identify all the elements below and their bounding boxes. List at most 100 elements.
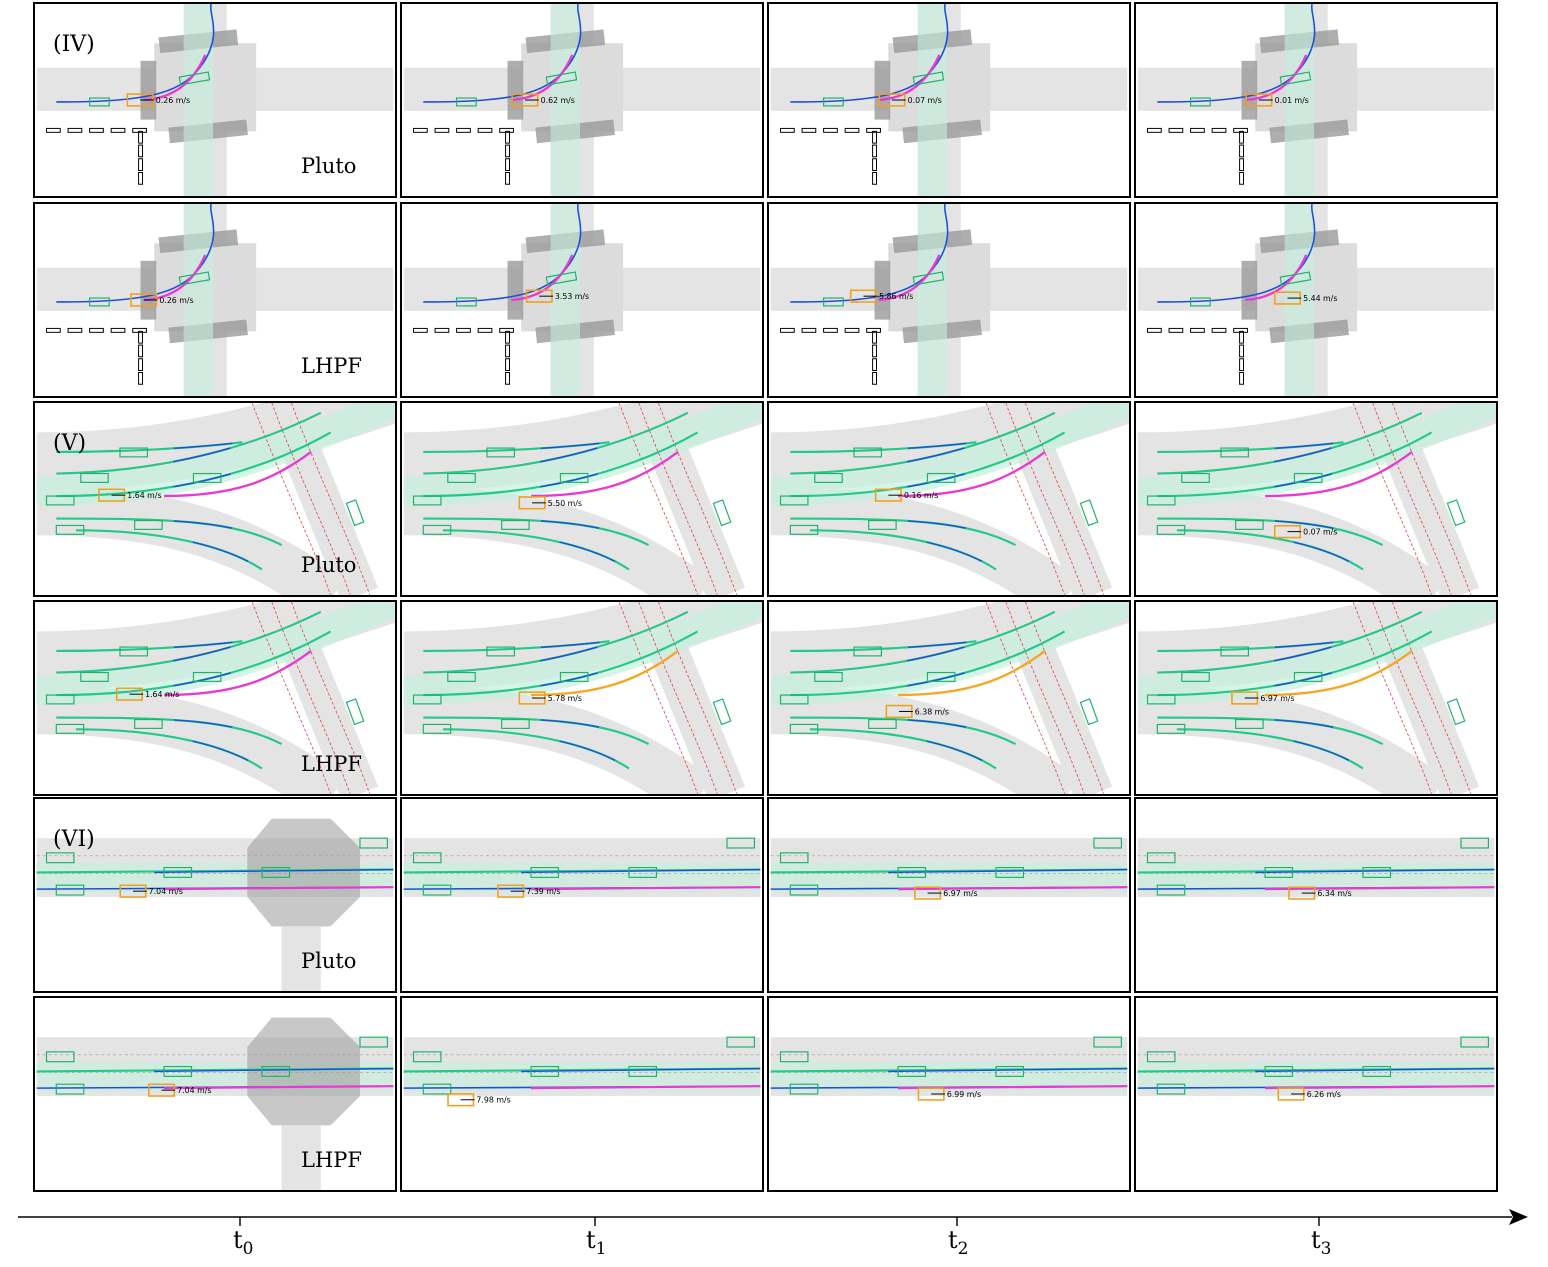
drivable-corridor (403, 403, 762, 506)
agent-box (628, 866, 658, 878)
static-obstacle (1211, 127, 1227, 133)
ego-speed-label: 0.07 m/s (908, 96, 942, 105)
agent-box (80, 472, 109, 483)
agent-box (1220, 447, 1249, 458)
agent-box (486, 646, 515, 657)
agent-box (853, 447, 882, 458)
drivable-corridor (770, 403, 1129, 506)
prediction-trajectory-tail (521, 868, 761, 874)
static-obstacle (801, 327, 817, 333)
drivable-corridor (1284, 204, 1315, 396)
road (1137, 486, 1447, 595)
agent-box (1460, 1036, 1489, 1048)
agent-box (853, 646, 882, 657)
scene-map: 5.44 m/s (1137, 204, 1495, 396)
agent-box (1264, 1065, 1294, 1077)
agent-box (134, 519, 163, 530)
tick-label-t1: t1 (586, 1226, 607, 1259)
scene-map: 1.64 m/s (36, 403, 395, 595)
static-obstacle (505, 358, 510, 372)
scene-map: 7.98 m/s (403, 1036, 761, 1107)
static-obstacle (844, 327, 860, 333)
planned-trajectory (1265, 650, 1413, 697)
agent-box (359, 1036, 388, 1048)
agent-box (119, 646, 148, 657)
agent-box (779, 1051, 809, 1063)
agent-box (1156, 524, 1186, 535)
prediction-trajectory-tail (790, 517, 1016, 546)
prediction-trajectory-tail (423, 716, 649, 745)
scene-panel-r4-c2: 6.97 m/s (767, 797, 1131, 993)
scene-panel-r1-c2: 5.86 m/s (767, 202, 1131, 398)
agent-box (1079, 499, 1099, 527)
road (1137, 685, 1447, 794)
ego-speed-label: 0.62 m/s (541, 96, 575, 105)
agent-box (628, 1065, 658, 1077)
drivable-corridor (550, 4, 581, 196)
scene-panel-r3-c0: 1.64 m/s LHPF (33, 600, 397, 796)
scene-panel-r5-c1: 7.98 m/s (400, 996, 764, 1192)
planned-trajectory (1265, 886, 1495, 891)
scene-map: 7.39 m/s (403, 837, 761, 898)
prediction-trajectory-tail (790, 640, 977, 652)
static-obstacle (1233, 327, 1248, 333)
agent-box (545, 71, 578, 86)
prediction-trajectory-tail (56, 412, 322, 475)
agent-box (163, 1065, 193, 1077)
crosswalk (140, 260, 157, 320)
scene-panel-r5-c0: 7.04 m/s LHPF (33, 996, 397, 1192)
planned-trajectory (144, 254, 207, 302)
agent-box (1362, 866, 1392, 878)
static-obstacle (499, 127, 514, 133)
agent-box (447, 671, 476, 682)
static-obstacle (46, 327, 61, 333)
agent-box (412, 852, 442, 864)
centerline (985, 403, 1065, 595)
static-obstacle (1147, 327, 1162, 333)
agent-box (45, 1051, 75, 1063)
prediction-trajectory-tail (790, 431, 1065, 497)
prediction-trajectory-tail (154, 868, 394, 874)
agent-box (559, 671, 589, 682)
scene-map: 1.64 m/s (36, 602, 395, 794)
static-obstacle (1239, 158, 1244, 172)
ego-speed-label: 6.26 m/s (1307, 1090, 1341, 1099)
agent-box (868, 519, 897, 530)
ego-speed-label: 5.86 m/s (879, 292, 913, 301)
agent-box (1293, 472, 1323, 483)
road (403, 486, 713, 595)
scene-panel-r0-c0: 0.26 m/s (IV) Pluto (33, 2, 397, 198)
agent-box (178, 271, 211, 286)
agent-box (530, 866, 560, 878)
prediction-trajectory-tail (56, 716, 282, 745)
scene-panel-r3-c2: 6.38 m/s (767, 600, 1131, 796)
drivable-corridor (403, 602, 762, 705)
planned-trajectory (164, 451, 312, 498)
static-obstacle (505, 130, 510, 144)
prediction-trajectory-tail (442, 728, 630, 770)
prediction-trajectory-tail (1157, 611, 1423, 674)
agent-box (422, 524, 452, 535)
agent-box (789, 723, 819, 734)
intersection-crosswalk (247, 818, 360, 927)
static-obstacle (67, 127, 83, 133)
static-obstacle (89, 327, 104, 333)
scenario-label: (V) (53, 431, 87, 456)
planned-trajectory (531, 451, 679, 498)
static-obstacle (456, 127, 471, 133)
ego-speed-label: 0.16 m/s (904, 491, 938, 500)
static-obstacle (872, 330, 877, 344)
tick-label-t2: t2 (948, 1226, 969, 1259)
static-obstacle (1239, 344, 1244, 358)
ego-speed-label: 5.78 m/s (548, 694, 582, 703)
scene-map: 6.97 m/s (770, 837, 1128, 900)
agent-box (422, 723, 452, 734)
static-obstacle (138, 358, 143, 372)
static-obstacle (823, 327, 838, 333)
centerline (291, 602, 371, 794)
scene-map: 6.34 m/s (1137, 837, 1495, 900)
prediction-trajectory-tail (56, 611, 322, 674)
agent-box (789, 1083, 819, 1095)
agent-box (1146, 852, 1176, 864)
agent-box (178, 71, 211, 86)
